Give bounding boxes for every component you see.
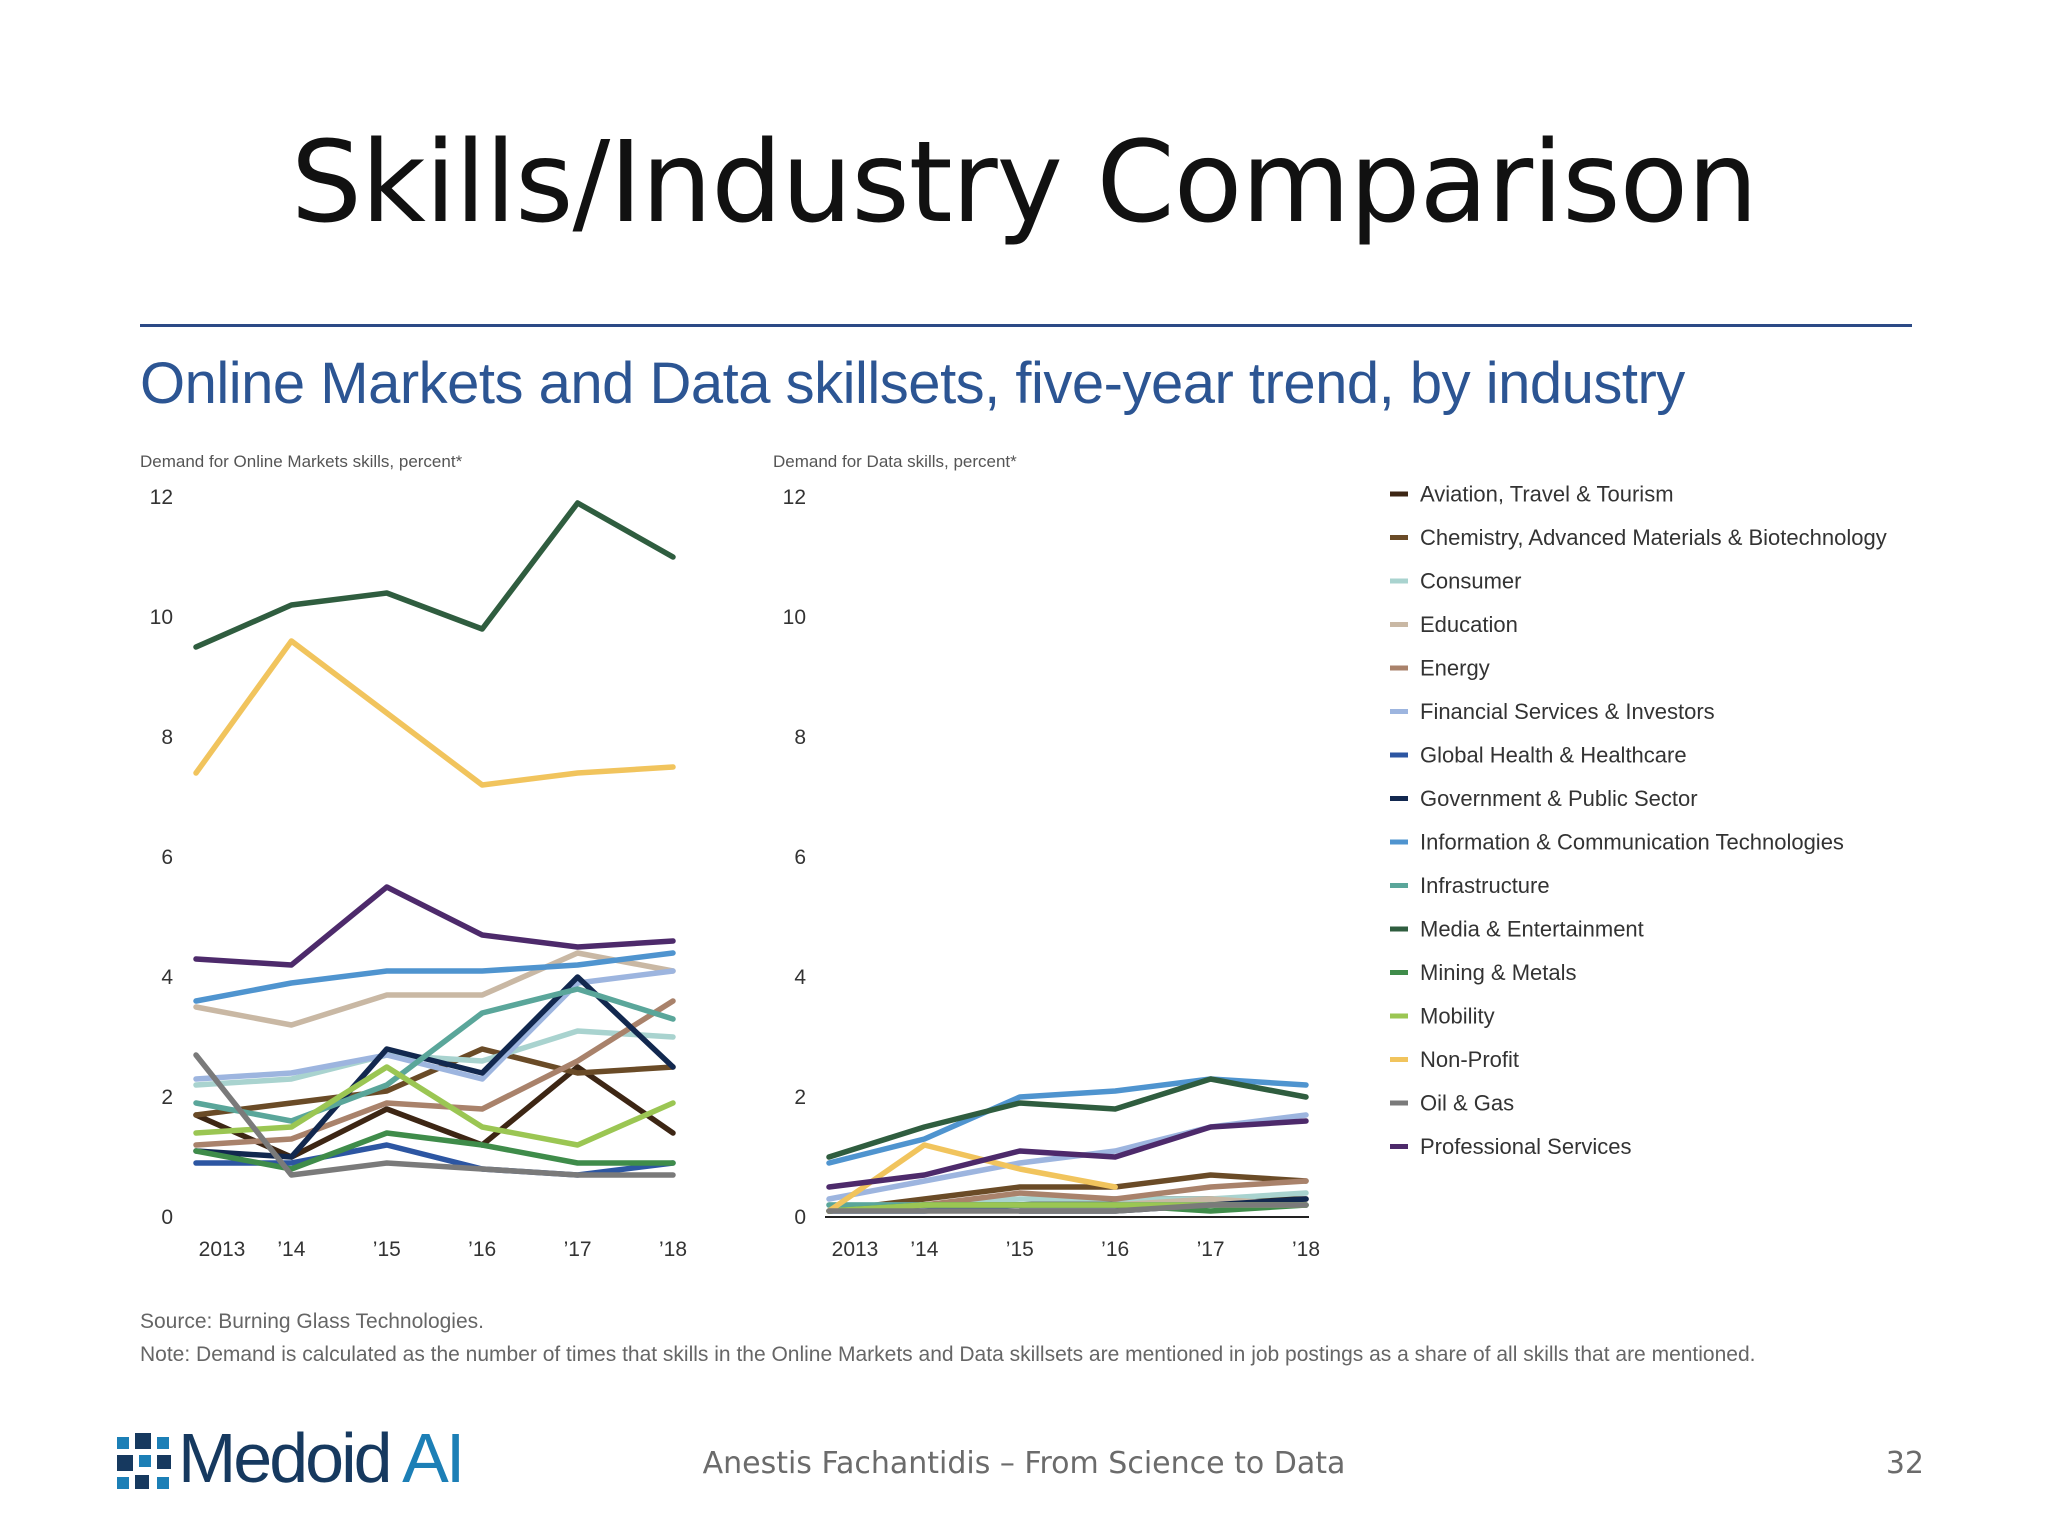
- chart1-series-line-15: [193, 1052, 676, 1178]
- chart1-x-tick-label: ’18: [659, 1238, 687, 1261]
- chart1-series-line-2: [193, 1046, 676, 1118]
- chart2-x-tick-label: ’15: [1006, 1238, 1034, 1261]
- chart1-series-line-4: [193, 950, 676, 1028]
- chart1-x-tick-label: ’15: [373, 1238, 401, 1261]
- slide-title: Skills/Industry Comparison: [290, 118, 1758, 248]
- chart2-x-tick-label: ’17: [1197, 1238, 1225, 1261]
- chart2-x-tick-label: ’18: [1292, 1238, 1320, 1261]
- legend-label: Mobility: [1420, 1004, 1495, 1029]
- chart1-x-tick-label: ’17: [564, 1238, 592, 1261]
- chart1-series-line-13: [193, 1064, 676, 1148]
- chart-title: Online Markets and Data skillsets, five-…: [140, 351, 1685, 416]
- chart2-y-tick-label: 4: [794, 966, 806, 989]
- chart1-series-line-10: [193, 986, 676, 1124]
- calculation-note: Note: Demand is calculated as the number…: [140, 1343, 1756, 1366]
- chart2-y-tick-label: 0: [794, 1206, 806, 1229]
- chart2-y-tick-label: 10: [783, 606, 806, 629]
- chart1-y-axis-label: Demand for Online Markets skills, percen…: [140, 452, 463, 471]
- chart2-series-line-9: [826, 1076, 1309, 1166]
- legend-label: Oil & Gas: [1420, 1091, 1514, 1116]
- chart2-series-line-2: [826, 1172, 1309, 1214]
- page-number: 32: [1885, 1446, 1924, 1481]
- source-note: Source: Burning Glass Technologies.: [140, 1310, 484, 1333]
- chart1-series-line-16: [193, 884, 676, 968]
- chart2-x-tick-label: 2013: [832, 1238, 879, 1261]
- chart1-series-line-11: [193, 500, 676, 650]
- logo-main: Medoid: [178, 1419, 403, 1497]
- chart2-y-tick-label: 2: [794, 1086, 806, 1109]
- legend-label: Consumer: [1420, 569, 1521, 594]
- legend-label: Professional Services: [1420, 1134, 1632, 1159]
- chart1-y-tick-label: 6: [161, 846, 173, 869]
- chart2-y-tick-label: 12: [783, 486, 806, 509]
- chart1-x-tick-label: 2013: [199, 1238, 246, 1261]
- chart2-series-line-15: [826, 1202, 1309, 1214]
- legend-label: Non-Profit: [1420, 1047, 1519, 1072]
- legend-label: Chemistry, Advanced Materials & Biotechn…: [1420, 525, 1887, 550]
- chart2-x-tick-label: ’16: [1101, 1238, 1129, 1261]
- chart2-series-line-16: [826, 1118, 1309, 1190]
- medoid-logo-text: Medoid AI: [178, 1418, 465, 1498]
- chart1-y-tick-label: 10: [150, 606, 173, 629]
- footer-text: Anestis Fachantidis – From Science to Da…: [702, 1446, 1346, 1481]
- chart1-y-tick-label: 4: [161, 966, 173, 989]
- chart1-series-line-14: [193, 638, 676, 788]
- chart1-y-tick-label: 0: [161, 1206, 173, 1229]
- chart1-series-line-9: [193, 950, 676, 1004]
- legend-label: Mining & Metals: [1420, 960, 1577, 985]
- medoid-logo-icon: [117, 1433, 171, 1489]
- legend-label: Media & Entertainment: [1420, 917, 1644, 942]
- chart2-x-tick-label: ’14: [910, 1238, 938, 1261]
- chart1-series-line-3: [193, 1028, 676, 1088]
- chart1-series-line-6: [193, 968, 676, 1082]
- legend-label: Global Health & Healthcare: [1420, 743, 1687, 768]
- chart1-y-tick-label: 2: [161, 1086, 173, 1109]
- chart1-series-line-5: [193, 998, 676, 1148]
- legend-label: Government & Public Sector: [1420, 786, 1698, 811]
- chart2-series-line-14: [826, 1142, 1118, 1214]
- chart1-y-tick-label: 8: [161, 726, 173, 749]
- charts-canvas: Demand for Online Markets skills, percen…: [140, 452, 1887, 1261]
- chart1-series-line-1: [193, 1064, 676, 1160]
- chart2-y-axis-label: Demand for Data skills, percent*: [773, 452, 1017, 471]
- legend-label: Energy: [1420, 656, 1490, 681]
- chart1-x-tick-label: ’14: [277, 1238, 305, 1261]
- legend-label: Infrastructure: [1420, 873, 1550, 898]
- legend-label: Education: [1420, 612, 1518, 637]
- legend-label: Information & Communication Technologies: [1420, 830, 1844, 855]
- chart2-y-tick-label: 8: [794, 726, 806, 749]
- chart2-series-line-11: [826, 1076, 1309, 1160]
- legend-label: Aviation, Travel & Tourism: [1420, 482, 1674, 507]
- chart1-series-line-12: [193, 1130, 676, 1172]
- chart2-y-tick-label: 6: [794, 846, 806, 869]
- logo-accent: AI: [402, 1419, 465, 1497]
- title-divider: [140, 324, 1912, 327]
- chart1-x-tick-label: ’16: [468, 1238, 496, 1261]
- legend-label: Financial Services & Investors: [1420, 699, 1715, 724]
- chart1-y-tick-label: 12: [150, 486, 173, 509]
